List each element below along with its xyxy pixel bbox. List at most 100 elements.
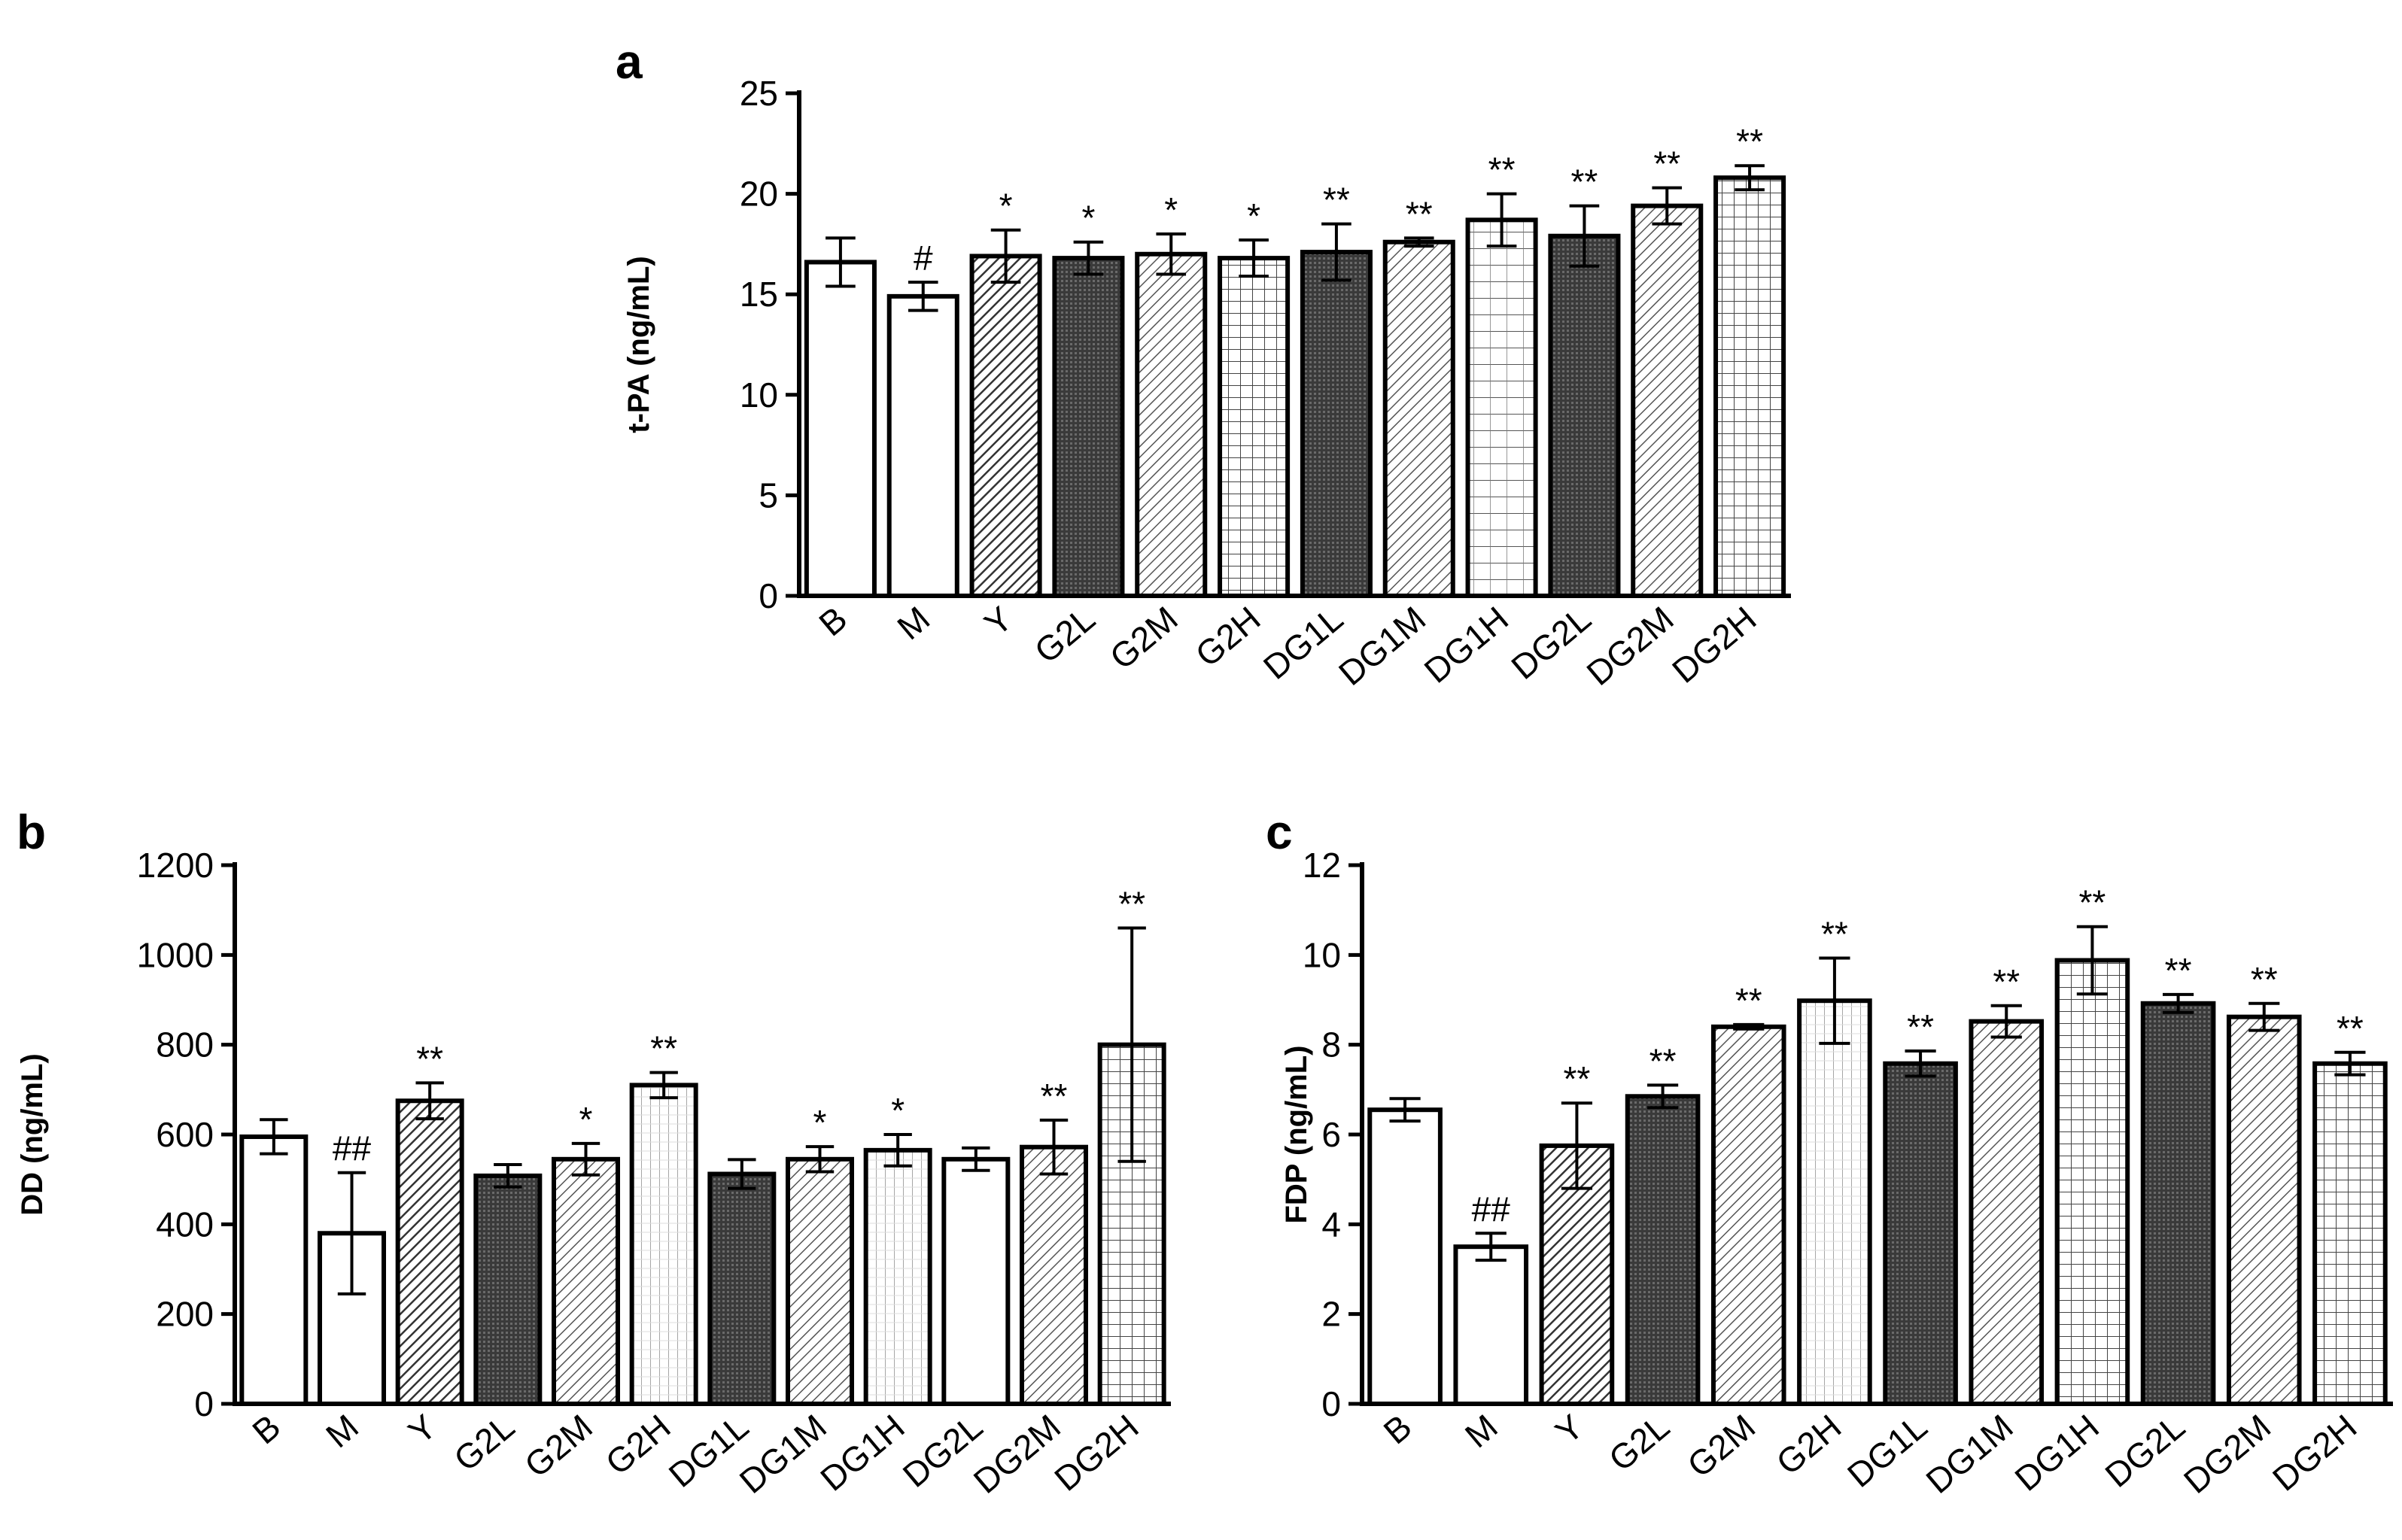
error-bar: [571, 1141, 600, 1177]
x-tick-label: DG2H: [1047, 1407, 1145, 1499]
error-bar: [805, 1145, 835, 1174]
error-bar: [649, 1071, 678, 1100]
x-tick-label: DG2L: [2098, 1407, 2192, 1495]
y-tick-label: 25: [740, 74, 778, 113]
error-bar: [2162, 992, 2194, 1014]
x-tick-label: DG1H: [1417, 599, 1516, 691]
bar-g2l: [1625, 1094, 1701, 1406]
significance-label: **: [1323, 181, 1350, 220]
significance-label: ##: [1472, 1189, 1511, 1229]
error-bar: [883, 1133, 912, 1168]
y-axis-title: FDP (ng/mL): [1280, 1045, 1313, 1223]
bar-g2h: [1218, 256, 1291, 598]
y-tick-label: 2: [1321, 1295, 1341, 1334]
error-bar: [2248, 1001, 2280, 1032]
bar-dg2l: [941, 1156, 1011, 1406]
error-bar: [1156, 232, 1187, 276]
error-bar: [825, 236, 856, 288]
error-bar: [1733, 1022, 1765, 1031]
error-bar: [1819, 956, 1850, 1045]
bar-g2m: [1710, 1024, 1786, 1407]
bar-dg2l: [1548, 233, 1621, 598]
significance-label: *: [1164, 190, 1178, 229]
error-bar: [2334, 1050, 2366, 1077]
error-bar: [1321, 222, 1352, 282]
significance-label: *: [1081, 199, 1095, 238]
significance-label: *: [999, 187, 1013, 226]
x-tick-label: M: [1458, 1407, 1505, 1455]
bar-dg1l: [1300, 250, 1373, 598]
x-tick-label: G2L: [1027, 599, 1102, 671]
significance-label: ##: [333, 1129, 372, 1168]
y-tick-label: 10: [740, 375, 778, 415]
significance-label: **: [1907, 1007, 1934, 1046]
panel-a-tpa-chart: a 0 5 10 15 20 25 t-PA (ng/mL) B # M * Y * G2L * G2M * G2H…: [616, 35, 1791, 693]
significance-label: **: [2251, 960, 2278, 999]
bar-dg2l: [2140, 1001, 2216, 1406]
x-tick-label: DG1H: [2008, 1407, 2106, 1499]
error-bar: [1389, 1097, 1421, 1123]
x-tick-label: DG1M: [732, 1407, 834, 1501]
bar-b: [239, 1134, 309, 1406]
significance-label: **: [1821, 915, 1848, 954]
y-tick-label: 0: [1321, 1384, 1341, 1423]
x-tick-label: DG1L: [1256, 599, 1350, 687]
bar-m: [1453, 1244, 1529, 1406]
error-bar: [990, 228, 1021, 284]
panel-letter-b: b: [17, 805, 46, 859]
significance-label: **: [1993, 962, 2020, 1001]
bar-dg1m: [1969, 1019, 2045, 1406]
significance-label: *: [891, 1091, 905, 1130]
bar-dg2m: [2226, 1014, 2302, 1406]
x-tick-label: DG2L: [1504, 599, 1598, 687]
x-tick-label: DG2M: [966, 1407, 1068, 1501]
bar-g2l: [1052, 256, 1125, 598]
bar-g2m: [1135, 251, 1208, 598]
y-tick-label: 12: [1303, 846, 1341, 885]
panel-c-fdp-chart: c 0 2 4 6 8 10 12 FDP (ng/mL) B ## M ** Y ** G2L ** G2M **…: [1266, 805, 2393, 1501]
y-tick-label: 5: [759, 475, 778, 515]
y-tick-label: 600: [156, 1115, 214, 1154]
significance-label: *: [813, 1103, 827, 1142]
y-axis-title: t-PA (ng/mL): [622, 256, 655, 433]
y-tick-label: 0: [194, 1384, 214, 1423]
x-tick-label: Y: [1548, 1407, 1591, 1452]
panel-letter-a: a: [616, 35, 643, 89]
x-tick-label: DG2H: [2265, 1407, 2364, 1499]
y-axis-title: DD (ng/mL): [16, 1053, 49, 1216]
significance-label: **: [1118, 885, 1145, 924]
bar-g2h: [1797, 998, 1872, 1406]
x-tick-label: DG1M: [1918, 1407, 2020, 1501]
bar-dg2h: [1713, 175, 1786, 598]
x-tick-label: G2L: [1601, 1407, 1677, 1479]
x-tick-label: DG1M: [1331, 599, 1433, 693]
error-bar: [1239, 238, 1269, 278]
significance-label: **: [2337, 1009, 2364, 1048]
x-tick-label: DG2M: [1579, 599, 1680, 693]
significance-label: **: [1488, 150, 1516, 190]
bar-b: [1367, 1107, 1443, 1407]
error-bar: [1905, 1049, 1936, 1078]
error-bar: [1486, 192, 1517, 248]
bar-b: [804, 260, 877, 598]
significance-label: **: [1406, 194, 1433, 233]
error-bar: [1039, 1118, 1069, 1176]
error-bar: [1990, 1004, 2022, 1039]
x-tick-label: DG1H: [813, 1407, 911, 1499]
y-tick-label: 10: [1303, 935, 1341, 974]
panel-letter-c: c: [1266, 805, 1293, 859]
x-tick-label: G2M: [1102, 599, 1185, 677]
error-bar: [1403, 236, 1434, 248]
bar-dg1h: [863, 1147, 932, 1406]
bar-dg1l: [1883, 1061, 1958, 1407]
error-bar: [1475, 1232, 1507, 1262]
y-tick-label: 6: [1321, 1115, 1341, 1154]
x-tick-label: DG1L: [1840, 1407, 1934, 1495]
error-bar: [1073, 240, 1104, 276]
error-bar: [260, 1118, 288, 1156]
x-tick-label: DG2M: [2176, 1407, 2278, 1501]
bar-dg1m: [785, 1156, 855, 1406]
y-tick-label: 1000: [137, 935, 214, 974]
significance-label: **: [416, 1039, 443, 1078]
x-tick-label: G2H: [1188, 599, 1268, 675]
